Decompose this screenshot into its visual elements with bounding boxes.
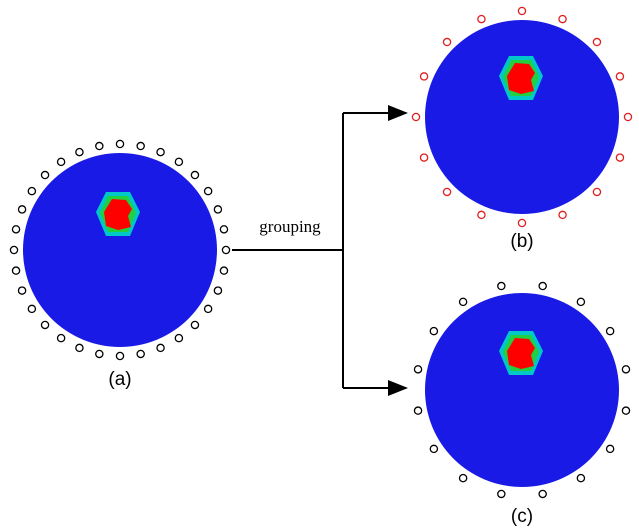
electrode: [96, 142, 103, 149]
electrode: [76, 148, 83, 155]
electrode: [577, 475, 584, 482]
electrode: [191, 321, 198, 328]
diagram: (a) (b) (c) grouping: [0, 0, 639, 529]
electrode: [116, 140, 123, 147]
electrode: [624, 113, 631, 120]
electrode: [430, 328, 437, 335]
panel-c: (c): [414, 282, 629, 527]
arrows: [232, 113, 406, 388]
electrode: [220, 267, 227, 274]
electrode: [607, 328, 614, 335]
electrode: [58, 158, 65, 165]
electrode: [420, 73, 427, 80]
electrode: [539, 490, 546, 497]
panel-label: (b): [510, 231, 533, 252]
electrode: [616, 73, 623, 80]
electrode: [18, 206, 25, 213]
electrode: [414, 407, 421, 414]
electrode: [12, 267, 19, 274]
domain: [425, 293, 619, 487]
electrode: [222, 246, 229, 253]
electrode: [28, 188, 35, 195]
electrode: [593, 188, 600, 195]
domain: [425, 20, 619, 214]
electrode: [559, 211, 566, 218]
electrode: [414, 366, 421, 373]
electrode: [214, 287, 221, 294]
panel-a: (a): [10, 140, 229, 390]
electrode: [420, 154, 427, 161]
panel-label: (a): [108, 369, 131, 390]
electrode: [559, 15, 566, 22]
electrode: [539, 282, 546, 289]
arrow-label: grouping: [259, 217, 321, 236]
electrode: [28, 305, 35, 312]
electrode: [157, 148, 164, 155]
panel-b: (b): [412, 7, 631, 252]
electrode: [607, 445, 614, 452]
electrode: [175, 335, 182, 342]
electrode: [460, 475, 467, 482]
electrode: [137, 350, 144, 357]
electrode: [58, 335, 65, 342]
electrode: [518, 219, 525, 226]
electrode: [18, 287, 25, 294]
electrode: [498, 490, 505, 497]
electrode: [577, 298, 584, 305]
electrode: [622, 407, 629, 414]
electrode: [41, 171, 48, 178]
electrode: [76, 344, 83, 351]
electrode: [116, 352, 123, 359]
electrode: [191, 171, 198, 178]
electrode: [616, 154, 623, 161]
electrode: [220, 226, 227, 233]
electrode: [593, 38, 600, 45]
electrode: [175, 158, 182, 165]
domain: [23, 153, 217, 347]
electrode: [518, 7, 525, 14]
electrode: [10, 246, 17, 253]
electrode: [478, 15, 485, 22]
electrode: [443, 38, 450, 45]
electrode: [157, 344, 164, 351]
electrode: [443, 188, 450, 195]
electrode: [205, 305, 212, 312]
electrode: [137, 142, 144, 149]
electrode: [478, 211, 485, 218]
electrode: [41, 321, 48, 328]
electrode: [214, 206, 221, 213]
electrode: [412, 113, 419, 120]
electrode: [430, 445, 437, 452]
electrode: [205, 188, 212, 195]
electrode: [12, 226, 19, 233]
electrode: [622, 366, 629, 373]
electrode: [460, 298, 467, 305]
electrode: [498, 282, 505, 289]
panel-label: (c): [511, 506, 533, 527]
electrode: [96, 350, 103, 357]
